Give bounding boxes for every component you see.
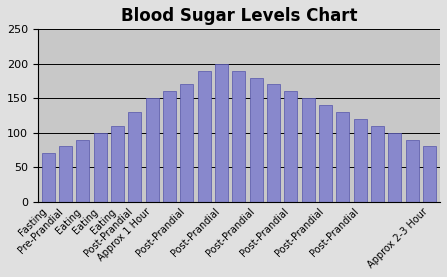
Bar [128,112,141,202]
Bar [94,133,107,202]
Bar [284,91,297,202]
Bar [42,153,55,202]
Bar [181,84,194,202]
Bar [423,147,436,202]
Bar [267,84,280,202]
Bar [406,140,419,202]
Bar [302,98,315,202]
Bar [111,126,124,202]
Title: Blood Sugar Levels Chart: Blood Sugar Levels Chart [121,7,357,25]
Bar [198,71,211,202]
Bar [215,64,228,202]
Bar [319,105,332,202]
Bar [163,91,176,202]
Bar [337,112,350,202]
Bar [76,140,89,202]
Bar [388,133,401,202]
Bar [232,71,245,202]
Bar [354,119,367,202]
Bar [146,98,159,202]
Bar [250,78,263,202]
Bar [59,147,72,202]
Bar [371,126,384,202]
